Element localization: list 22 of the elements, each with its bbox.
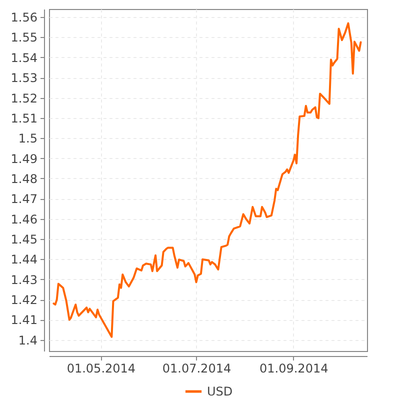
y-tick-label: 1.55 bbox=[10, 30, 38, 45]
y-tick-label: 1.46 bbox=[10, 212, 38, 226]
x-tick-label: 01.05.2014 bbox=[66, 362, 136, 376]
y-tick-label: 1.5 bbox=[18, 132, 38, 146]
y-tick-label: 1.48 bbox=[10, 172, 38, 186]
y-tick-label: 1.45 bbox=[10, 232, 38, 247]
y-tick-label: 1.44 bbox=[10, 252, 38, 267]
y-tick-label: 1.42 bbox=[10, 293, 38, 308]
x-tick-label: 01.09.2014 bbox=[260, 362, 328, 376]
y-tick-label: 1.54 bbox=[10, 50, 38, 65]
y-tick-label: 1.47 bbox=[10, 192, 38, 206]
y-tick-label: 1.53 bbox=[10, 71, 38, 86]
y-tick-label: 1.52 bbox=[10, 91, 38, 106]
y-tick-label: 1.49 bbox=[10, 152, 38, 166]
legend-label: USD bbox=[207, 384, 233, 398]
y-tick-label: 1.41 bbox=[10, 313, 38, 328]
x-tick-label: 01.07.2014 bbox=[162, 362, 232, 376]
y-tick-label: 1.4 bbox=[18, 333, 38, 348]
y-tick-label: 1.56 bbox=[10, 10, 38, 25]
y-tick-label: 1.51 bbox=[10, 111, 38, 126]
line-series bbox=[52, 22, 362, 338]
y-tick-label: 1.43 bbox=[10, 272, 38, 287]
